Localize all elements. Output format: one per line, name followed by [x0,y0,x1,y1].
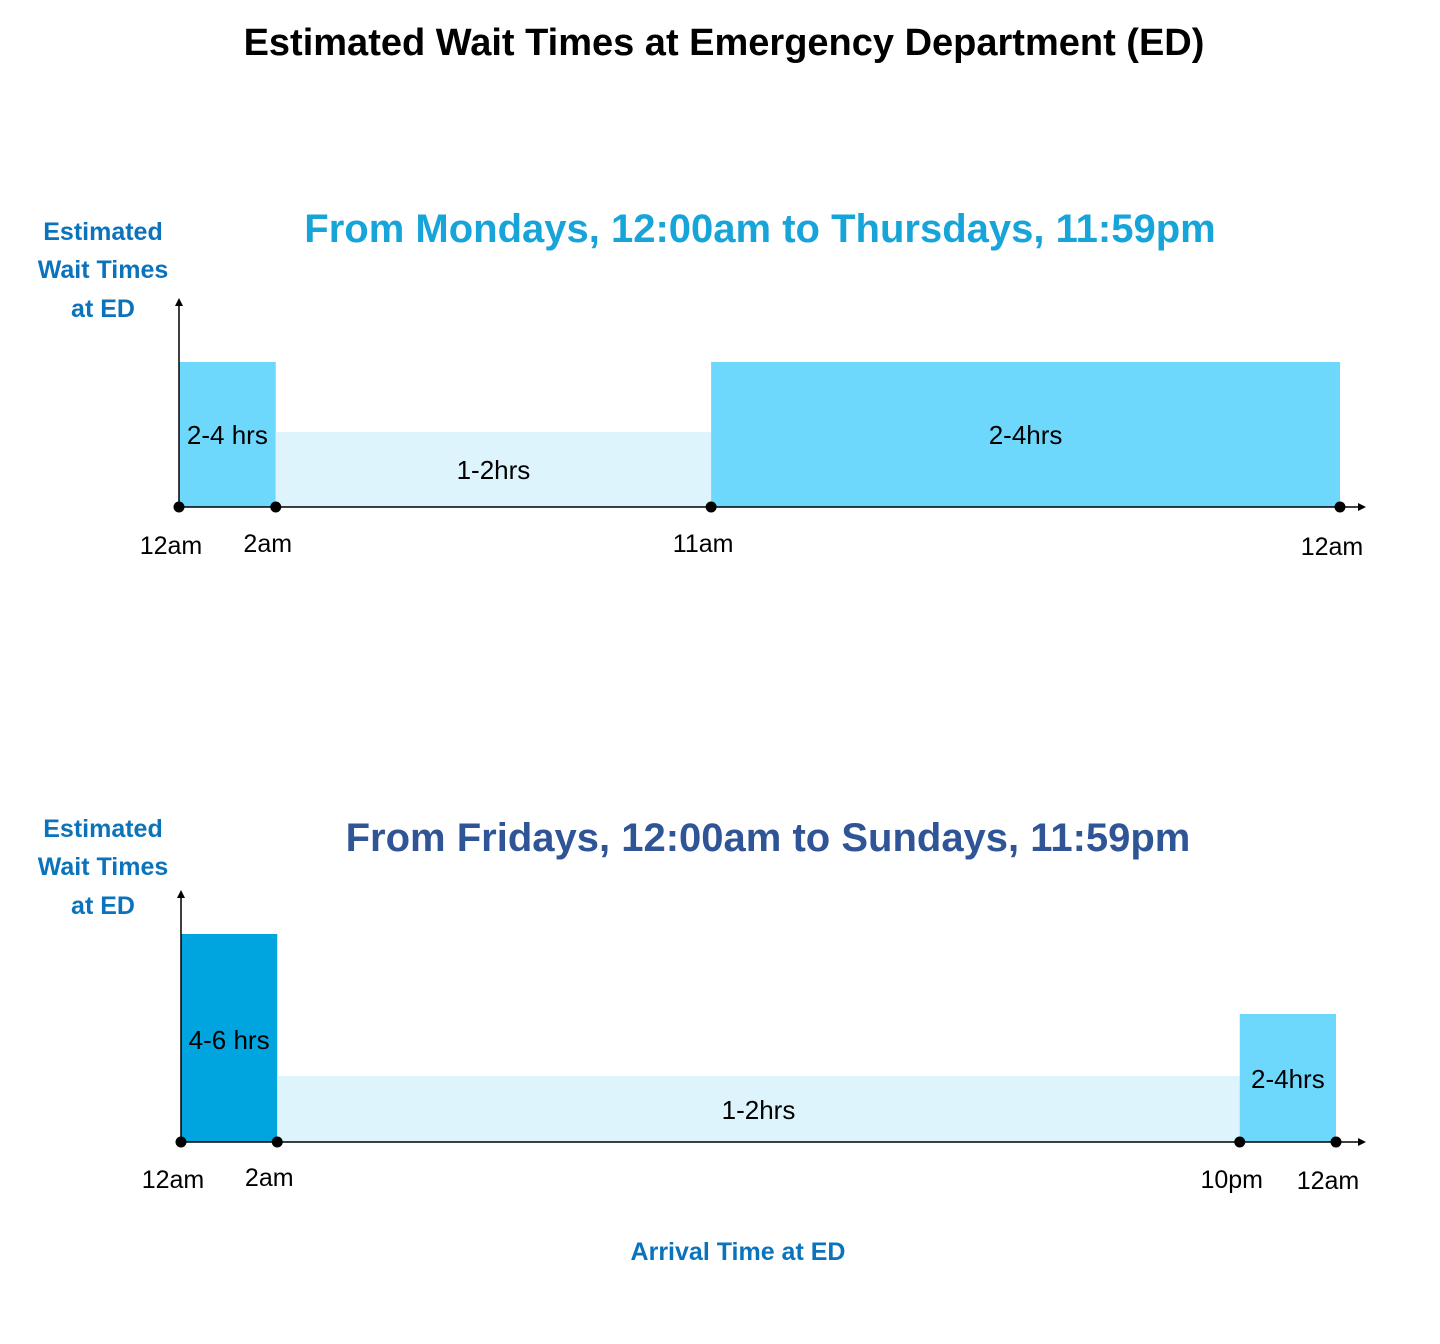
panel2-wait-bar [277,1076,1240,1142]
panel2-y-axis-label: Estimated [43,815,162,843]
panel2-tick-label: 12am [142,1166,205,1194]
panel1-tick-dot [173,501,185,513]
panel2-tick-dot [1330,1136,1342,1148]
panel1-wait-bar-label: 2-4hrs [989,420,1063,450]
panel2-wait-bar [1239,1014,1336,1142]
panel1-y-axis-label: Wait Times [38,256,169,284]
panel2-tick-dot [271,1136,283,1148]
panel2-tick-label: 10pm [1200,1166,1263,1194]
panel1-y-axis-label: at ED [71,295,135,323]
panel2-wait-bar-label: 4-6 hrs [189,1025,270,1055]
panel2-y-axis-label: at ED [71,892,135,920]
panel2-y-axis-label: Wait Times [38,853,169,881]
panel1-title: From Mondays, 12:00am to Thursdays, 11:5… [304,207,1215,251]
panel1-wait-bar [711,362,1340,507]
panel2-wait-bar-label: 2-4hrs [1251,1064,1325,1094]
panel1-tick-label: 12am [1301,533,1364,561]
panel2-tick-dot [175,1136,187,1148]
panel1-wait-bar-label: 2-4 hrs [187,420,268,450]
panel2-title: From Fridays, 12:00am to Sundays, 11:59p… [346,816,1191,860]
panel2-tick-label: 2am [245,1164,294,1192]
panel1-x-axis-arrow [1358,503,1366,511]
panel1-wait-bar-label: 1-2hrs [457,455,531,485]
panel1-wait-bar [275,432,712,507]
panel2-tick-label: 12am [1297,1167,1360,1195]
panel1-tick-label: 12am [140,532,203,560]
chart-title: Estimated Wait Times at Emergency Depart… [243,22,1205,64]
panel2-x-axis-label: Arrival Time at ED [631,1238,846,1266]
panel2-wait-bar [181,934,278,1142]
panel1-tick-label: 2am [243,530,292,558]
panel1-y-axis-arrow [175,298,183,306]
panel1-tick-label: 11am [673,530,734,558]
panel2-tick-dot [1234,1136,1246,1148]
panel1-tick-dot [1334,501,1346,513]
panel1-y-axis-label: Estimated [43,218,162,246]
panel2-wait-bar-label: 1-2hrs [722,1095,796,1125]
panel2-x-axis-arrow [1358,1138,1366,1146]
panel1-tick-dot [270,501,282,513]
panel1-tick-dot [705,501,717,513]
panel2-y-axis-arrow [177,890,185,898]
panel1-wait-bar [179,362,276,507]
